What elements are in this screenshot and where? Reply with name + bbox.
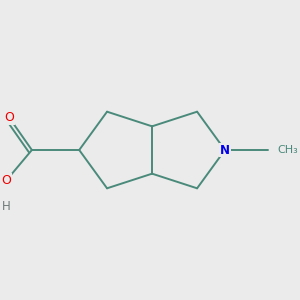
Text: O: O	[1, 174, 11, 187]
Text: N: N	[220, 143, 230, 157]
Text: CH₃: CH₃	[278, 145, 298, 155]
Text: H: H	[2, 200, 10, 213]
Text: O: O	[4, 110, 14, 124]
